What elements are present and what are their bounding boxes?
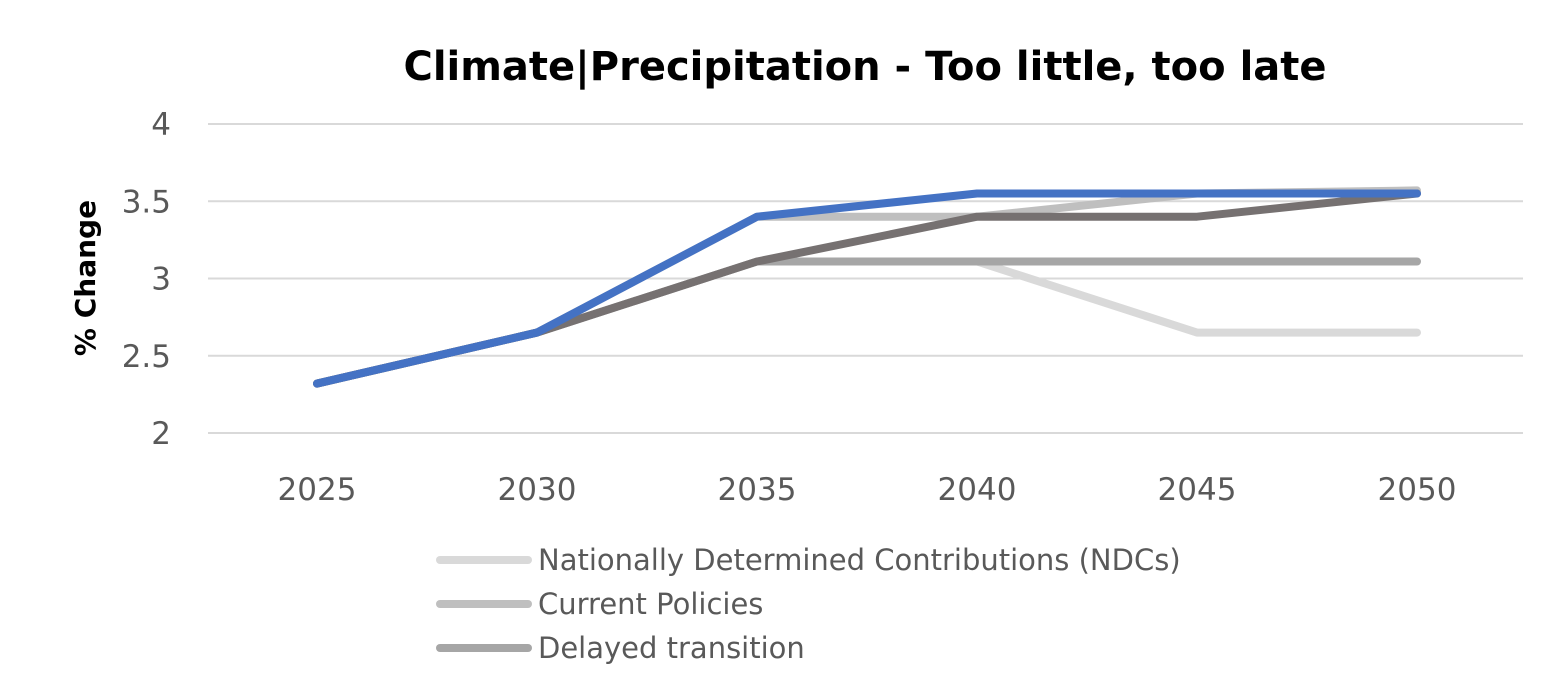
series-line-1 xyxy=(313,186,1421,388)
y-axis-label: % Change xyxy=(69,200,102,356)
gridlines xyxy=(208,123,1523,434)
x-axis-ticks: 2025 2030 2035 2040 2045 2050 xyxy=(278,472,1457,508)
x-tick-label: 2030 xyxy=(498,472,577,508)
y-tick-label: 3 xyxy=(151,262,171,298)
series-lines xyxy=(313,186,1421,388)
series-line-4 xyxy=(313,189,1421,388)
x-tick-label: 2035 xyxy=(718,472,797,508)
legend: Nationally Determined Contributions (NDC… xyxy=(436,543,1181,665)
x-tick-label: 2025 xyxy=(278,472,357,508)
x-tick-label: 2040 xyxy=(938,472,1017,508)
y-axis-ticks: 2 2.5 3 3.5 4 xyxy=(122,107,171,452)
y-tick-label: 4 xyxy=(151,107,171,143)
series-line-0 xyxy=(313,257,1421,388)
series-line-2 xyxy=(313,257,1421,388)
legend-label: Current Policies xyxy=(538,587,763,621)
y-tick-label: 3.5 xyxy=(122,184,171,220)
x-tick-label: 2050 xyxy=(1378,472,1457,508)
y-tick-label: 2.5 xyxy=(122,339,171,375)
y-tick-label: 2 xyxy=(151,416,171,452)
legend-label: Nationally Determined Contributions (NDC… xyxy=(538,543,1181,577)
chart-title: Climate|Precipitation - Too little, too … xyxy=(403,44,1326,91)
x-tick-label: 2045 xyxy=(1158,472,1237,508)
legend-label: Delayed transition xyxy=(538,631,805,665)
